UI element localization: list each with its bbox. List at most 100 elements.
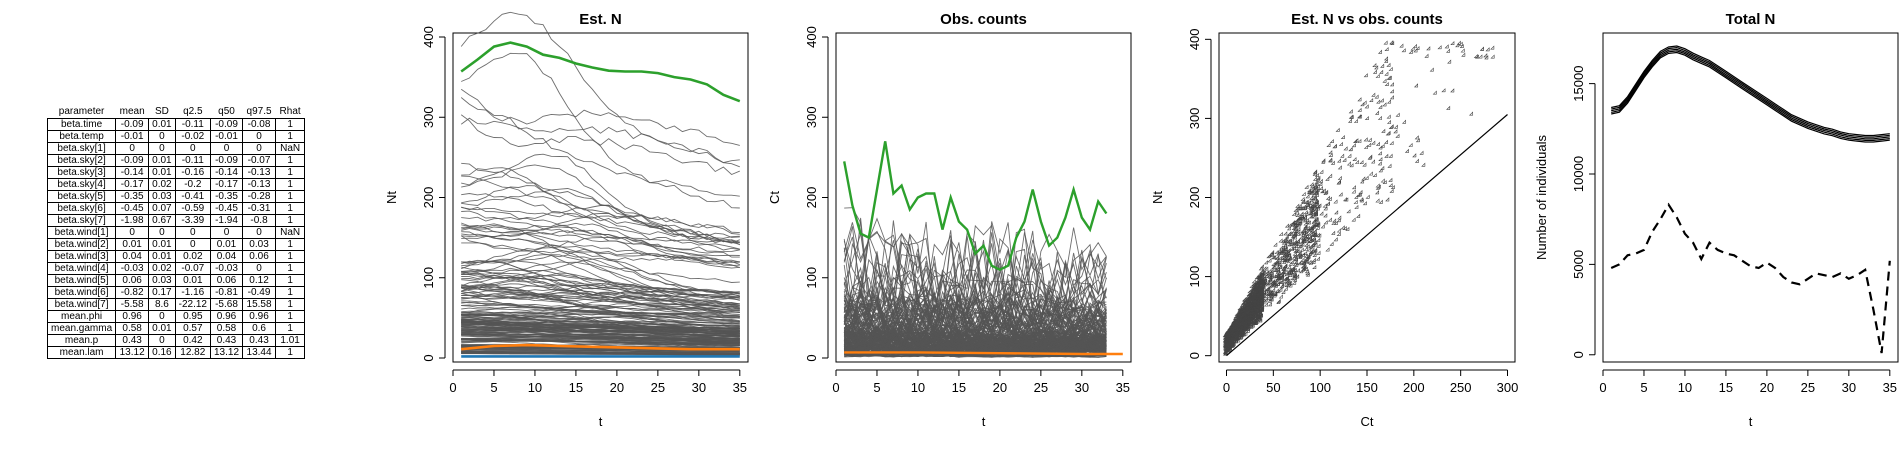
chart-2-point (1229, 337, 1234, 342)
chart-2-point (1278, 231, 1283, 236)
chart-2-point (1306, 220, 1311, 225)
chart-2-point (1257, 292, 1262, 297)
chart-2-point (1389, 140, 1394, 145)
chart-2-point (1276, 278, 1281, 283)
chart-0-site-line (461, 206, 740, 235)
chart-2-point (1276, 299, 1281, 305)
chart-2-point (1381, 128, 1386, 133)
chart-2-point (1359, 179, 1365, 184)
chart-2-point (1319, 169, 1324, 174)
chart-2-y-tick-label: 200 (1187, 187, 1202, 209)
chart-1-series-green-line (843, 141, 1108, 272)
chart-2-point (1374, 94, 1379, 99)
chart-2-point (1413, 48, 1418, 53)
chart-1-site-line (844, 326, 1107, 351)
chart-0-site-line (461, 257, 740, 297)
chart-1-site-line (843, 340, 1107, 353)
chart-2-point (1282, 276, 1288, 281)
table-cell: 0.16 (148, 346, 176, 359)
chart-2-point (1358, 189, 1363, 194)
chart-2-point (1414, 135, 1419, 140)
chart-2-point (1336, 231, 1341, 237)
chart-2-point (1308, 235, 1313, 240)
chart-2-point (1238, 313, 1244, 318)
chart-2-point (1271, 287, 1276, 292)
chart-2-point (1450, 88, 1455, 93)
chart-2-point (1395, 112, 1400, 117)
chart-3-y-tick-label: 10000 (1571, 156, 1586, 192)
chart-2-point (1382, 102, 1387, 107)
chart-0-x-label: t (599, 414, 603, 429)
chart-2-point (1337, 165, 1342, 170)
chart-0-x-tick-label: 20 (610, 380, 624, 395)
chart-2-point (1226, 329, 1231, 334)
parameter-table-wrapper: parameter mean SD q2.5 q50 q97.5 Rhat beta.tim… (46, 105, 306, 359)
chart-0-site-line (461, 193, 740, 238)
chart-2-point (1336, 158, 1342, 163)
chart-2-point (1340, 225, 1345, 230)
chart-2-point (1377, 161, 1382, 166)
chart-2-point (1245, 308, 1250, 313)
chart-2-point (1426, 46, 1431, 51)
chart-2-point (1468, 111, 1474, 116)
chart-2-point (1293, 207, 1298, 212)
table-body: beta.time -0.09 0.01 -0.11 -0.09 -0.08 1 beta.t… (46, 118, 306, 359)
chart-2-point (1273, 242, 1278, 247)
chart-2-point (1363, 144, 1368, 149)
chart-3-x-tick-label: 25 (1801, 380, 1815, 395)
chart-2-point (1285, 239, 1290, 244)
chart-2-point (1249, 301, 1254, 306)
chart-2-point (1376, 99, 1381, 104)
chart-2-point (1347, 118, 1353, 123)
chart-2-point (1257, 299, 1262, 304)
chart-2-point (1385, 197, 1390, 202)
table-cell: -5.68 (209, 298, 244, 311)
chart-0-x-tick-label: 10 (528, 380, 542, 395)
chart-2-point (1331, 220, 1336, 225)
chart-2-point (1250, 323, 1256, 328)
chart-0-site-line (461, 353, 740, 356)
chart-2-point (1351, 185, 1356, 190)
chart-2-point (1292, 253, 1297, 258)
chart-2-point (1370, 159, 1376, 164)
chart-2-point (1307, 187, 1312, 193)
chart-2-point (1258, 266, 1263, 271)
chart-2-point (1303, 224, 1308, 229)
chart-2-point (1282, 263, 1287, 268)
table-row: beta.wind[4] -0.03 0.02 -0.07 -0.03 0 1 (46, 262, 306, 275)
chart-2-point (1351, 143, 1356, 148)
chart-0-site-line (461, 215, 740, 250)
chart-2-x-label: Ct (1361, 414, 1374, 429)
chart-2-point (1315, 256, 1321, 261)
chart-2-point (1249, 309, 1254, 314)
chart-2-point (1258, 278, 1263, 283)
chart-0-site-line (461, 282, 740, 306)
chart-2-point (1316, 243, 1321, 248)
chart-2-point (1459, 43, 1464, 49)
chart-2-point (1378, 199, 1383, 204)
chart-2-point (1329, 138, 1334, 144)
chart-2-point (1368, 154, 1373, 159)
chart-2-point (1324, 189, 1329, 194)
chart-2-point (1304, 236, 1309, 242)
chart-2-point (1279, 275, 1284, 280)
chart-2-point (1289, 221, 1294, 226)
chart-2-point (1251, 288, 1256, 293)
chart-2-point (1333, 237, 1338, 242)
chart-2-point (1312, 229, 1317, 234)
chart-2-point (1284, 223, 1289, 228)
chart-2-point (1282, 258, 1287, 263)
chart-0-site-line (461, 270, 740, 294)
chart-0-site-line (461, 210, 740, 266)
chart-0-site-line (460, 97, 740, 146)
chart-2-point (1382, 179, 1387, 185)
chart-2-point (1265, 280, 1270, 285)
chart-2-point (1386, 114, 1391, 119)
chart-2-point (1371, 92, 1376, 97)
chart-2-point (1364, 104, 1369, 109)
chart-2-point (1364, 115, 1369, 121)
chart-2-point (1297, 205, 1302, 210)
chart-2-point (1455, 43, 1460, 48)
chart-2-point (1389, 124, 1394, 129)
